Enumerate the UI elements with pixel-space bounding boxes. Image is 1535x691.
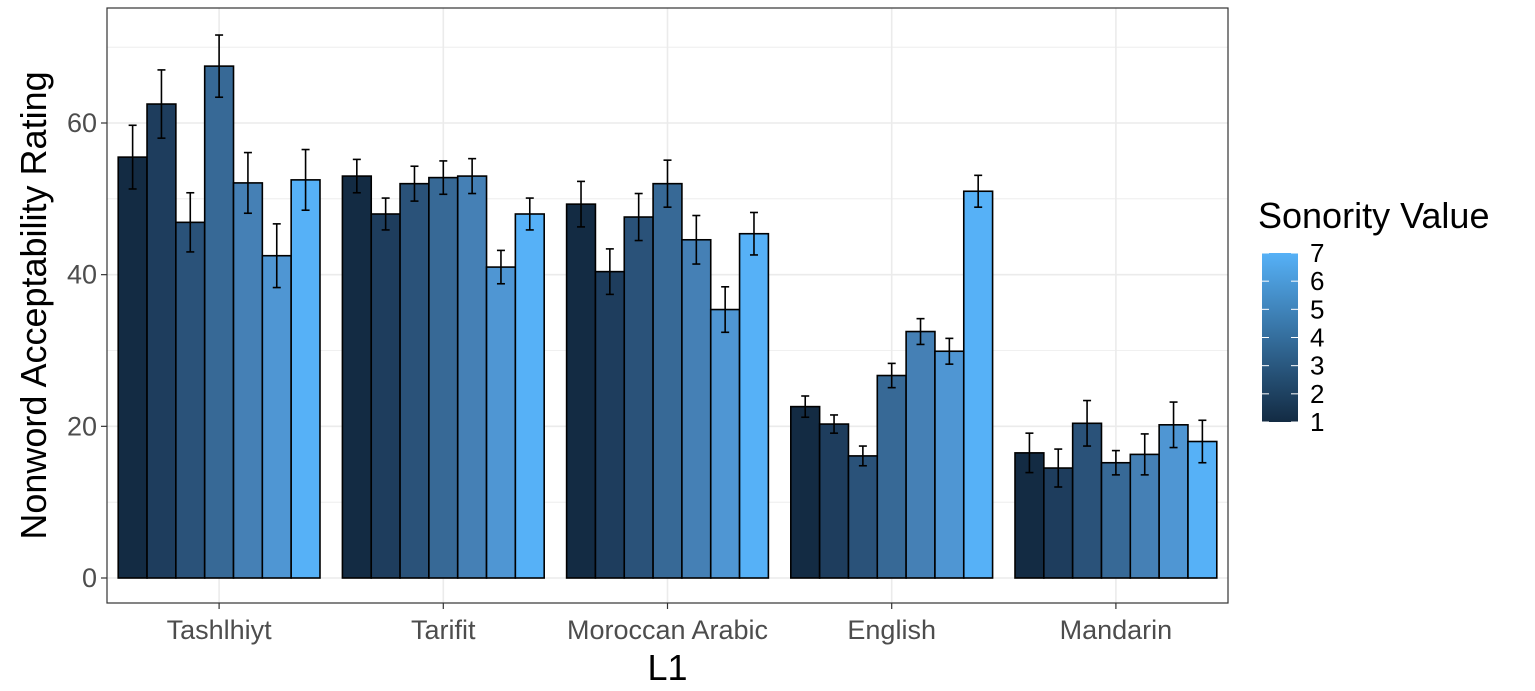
bar <box>790 405 821 579</box>
bar <box>341 175 373 579</box>
bar <box>962 190 994 579</box>
bar <box>594 270 626 579</box>
legend-label: 4 <box>1310 323 1324 353</box>
bars <box>117 65 1218 579</box>
bar <box>175 221 206 579</box>
bar <box>876 374 907 579</box>
bar <box>623 216 654 579</box>
x-tick-label: Tashlhiyt <box>167 615 273 645</box>
bar <box>232 182 264 579</box>
bar <box>146 103 177 579</box>
bar <box>456 175 488 579</box>
bar <box>905 330 936 579</box>
legend-label: 1 <box>1310 407 1324 437</box>
bar <box>485 266 517 579</box>
legend-title: Sonority Value <box>1258 195 1489 236</box>
x-axis-title: L1 <box>647 647 687 688</box>
bar <box>681 238 712 579</box>
bar <box>370 213 401 579</box>
bar <box>1100 461 1132 579</box>
legend-label: 5 <box>1310 294 1324 324</box>
bar <box>847 455 879 579</box>
bar <box>399 182 430 579</box>
y-tick-label: 20 <box>67 411 97 441</box>
x-tick-label: Moroccan Arabic <box>567 615 768 645</box>
bar <box>203 65 235 579</box>
bar <box>709 308 741 579</box>
legend-label: 6 <box>1310 266 1324 296</box>
bar <box>117 156 148 579</box>
x-tick-label: Mandarin <box>1060 615 1173 645</box>
legend-label: 7 <box>1310 238 1324 268</box>
x-axis-ticks: Tashlhiyt Tarifit Moroccan Arabic English Ma… <box>167 603 1173 645</box>
bar <box>1187 440 1218 579</box>
x-tick-label: English <box>847 615 936 645</box>
bar <box>565 203 597 579</box>
bar <box>738 232 770 579</box>
bar <box>261 254 292 579</box>
bar <box>290 179 321 579</box>
y-axis-ticks: 0 20 40 60 <box>67 108 107 593</box>
y-tick-label: 60 <box>67 108 97 138</box>
bar <box>514 213 545 579</box>
bar <box>934 350 965 579</box>
y-tick-label: 40 <box>67 260 97 290</box>
error-bars <box>128 34 1207 488</box>
legend-label: 2 <box>1310 379 1324 409</box>
bar <box>818 423 850 579</box>
y-tick-label: 0 <box>82 563 97 593</box>
y-axis-title: Nonword Acceptability Rating <box>13 71 54 539</box>
bar <box>1071 422 1103 579</box>
legend-label: 3 <box>1310 351 1324 381</box>
bar <box>428 176 459 579</box>
x-tick-label: Tarifit <box>411 615 476 645</box>
bar <box>652 182 683 579</box>
